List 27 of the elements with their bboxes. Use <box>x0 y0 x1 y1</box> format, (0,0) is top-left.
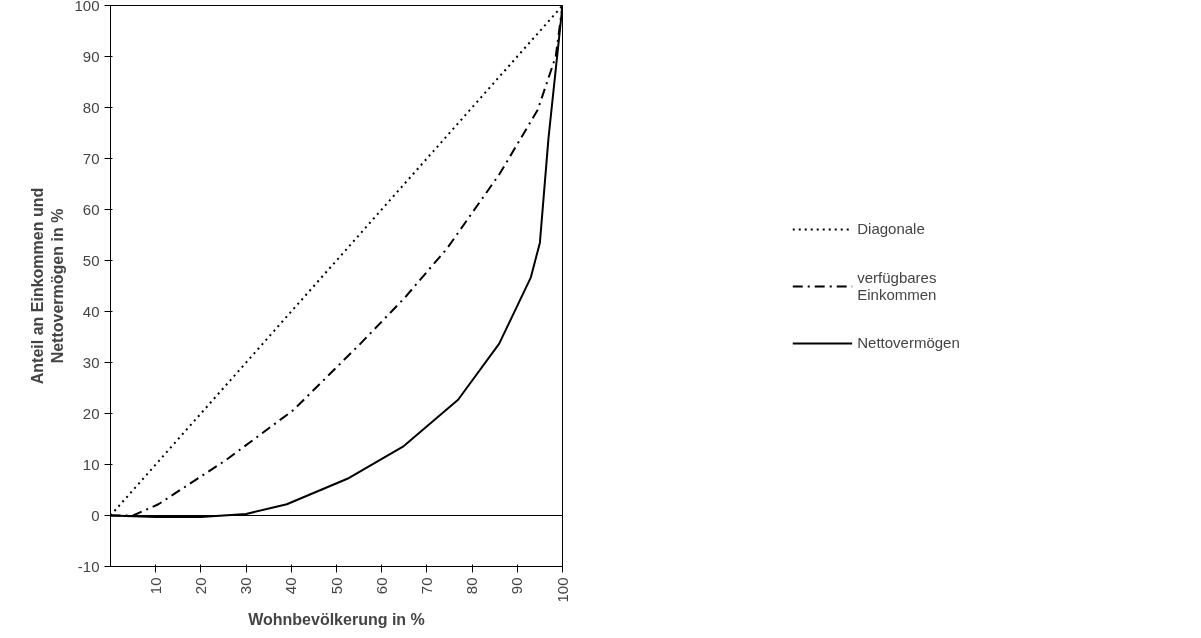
y-tick-label: -10 <box>77 557 100 575</box>
legend-label: verfügbares Einkommen <box>857 268 937 303</box>
x-tick-label: 60 <box>372 577 390 595</box>
x-tick-label: 40 <box>282 577 300 595</box>
y-tick-label: 40 <box>82 302 100 320</box>
y-tick-label: 0 <box>91 506 100 524</box>
y-tick-label: 70 <box>82 149 100 167</box>
x-tick-label: 90 <box>508 577 526 595</box>
y-tick-label: 60 <box>82 200 100 218</box>
x-tick-label: 10 <box>146 577 164 595</box>
x-tick-label: 100 <box>553 577 571 603</box>
legend-label: Nettovermögen <box>857 334 960 351</box>
x-tick-label: 80 <box>463 577 481 595</box>
y-tick-label: 50 <box>82 251 100 269</box>
y-tick-label: 10 <box>82 455 100 473</box>
x-tick-label: 30 <box>237 577 255 595</box>
x-tick-label: 50 <box>327 577 345 595</box>
legend-label: Diagonale <box>857 220 925 237</box>
y-tick-label: 100 <box>74 0 100 14</box>
y-tick-label: 20 <box>82 404 100 422</box>
y-axis-title: Anteil an Einkommen und Nettovermögen in % <box>29 187 67 385</box>
y-tick-label: 30 <box>82 353 100 371</box>
x-tick-label: 70 <box>417 577 435 595</box>
y-tick-label: 90 <box>82 47 100 65</box>
y-tick-label: 80 <box>82 98 100 116</box>
x-axis-title: Wohnbevölkerung in % <box>248 610 425 628</box>
x-tick-label: 20 <box>191 577 209 595</box>
